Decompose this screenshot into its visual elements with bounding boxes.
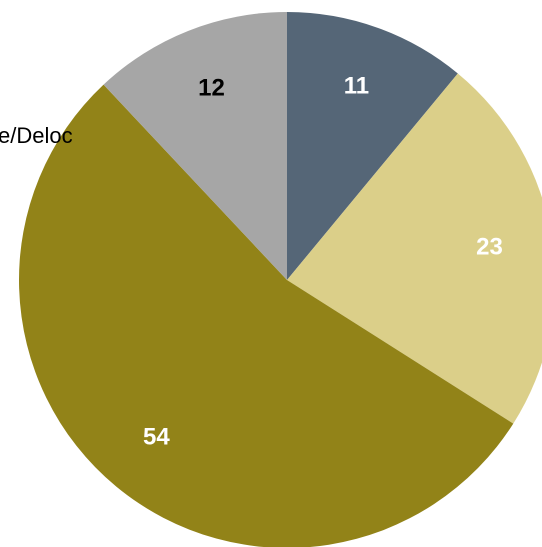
pie-slice-1 bbox=[287, 73, 542, 424]
category-label: e/Deloc bbox=[0, 123, 73, 148]
pie-slices bbox=[19, 12, 542, 547]
slice-label-1: 23 bbox=[476, 233, 503, 260]
slice-labels: 11 23 54 12 bbox=[143, 72, 503, 450]
pie-slice-2 bbox=[19, 84, 514, 547]
slice-label-0: 11 bbox=[344, 72, 369, 99]
pie-slice-3 bbox=[103, 12, 287, 280]
slice-label-3: 12 bbox=[198, 75, 225, 102]
slice-label-2: 54 bbox=[143, 423, 170, 450]
pie-slice-0 bbox=[287, 12, 458, 280]
